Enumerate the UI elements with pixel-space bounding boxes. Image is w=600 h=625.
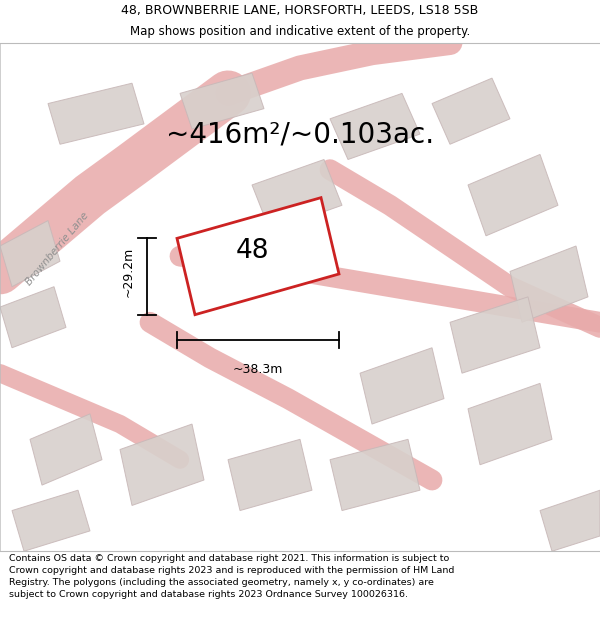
Text: 48: 48 bbox=[235, 238, 269, 264]
Polygon shape bbox=[330, 439, 420, 511]
Polygon shape bbox=[330, 93, 420, 159]
Polygon shape bbox=[180, 73, 264, 129]
Polygon shape bbox=[30, 414, 102, 485]
Polygon shape bbox=[468, 154, 558, 236]
Polygon shape bbox=[252, 159, 342, 231]
Text: ~38.3m: ~38.3m bbox=[233, 363, 283, 376]
Polygon shape bbox=[450, 297, 540, 373]
Polygon shape bbox=[468, 383, 552, 465]
Text: ~29.2m: ~29.2m bbox=[122, 246, 135, 296]
Polygon shape bbox=[228, 439, 312, 511]
Polygon shape bbox=[540, 490, 600, 551]
Text: Map shows position and indicative extent of the property.: Map shows position and indicative extent… bbox=[130, 26, 470, 38]
Polygon shape bbox=[0, 221, 60, 287]
Text: 48, BROWNBERRIE LANE, HORSFORTH, LEEDS, LS18 5SB: 48, BROWNBERRIE LANE, HORSFORTH, LEEDS, … bbox=[121, 4, 479, 17]
Polygon shape bbox=[0, 287, 66, 348]
Polygon shape bbox=[432, 78, 510, 144]
Text: Contains OS data © Crown copyright and database right 2021. This information is : Contains OS data © Crown copyright and d… bbox=[9, 554, 454, 599]
Polygon shape bbox=[510, 246, 588, 322]
Polygon shape bbox=[360, 348, 444, 424]
Polygon shape bbox=[177, 198, 339, 314]
Polygon shape bbox=[48, 83, 144, 144]
Polygon shape bbox=[120, 424, 204, 506]
Text: Brownberrie Lane: Brownberrie Lane bbox=[23, 210, 91, 287]
Polygon shape bbox=[12, 490, 90, 551]
Text: ~416m²/~0.103ac.: ~416m²/~0.103ac. bbox=[166, 120, 434, 148]
